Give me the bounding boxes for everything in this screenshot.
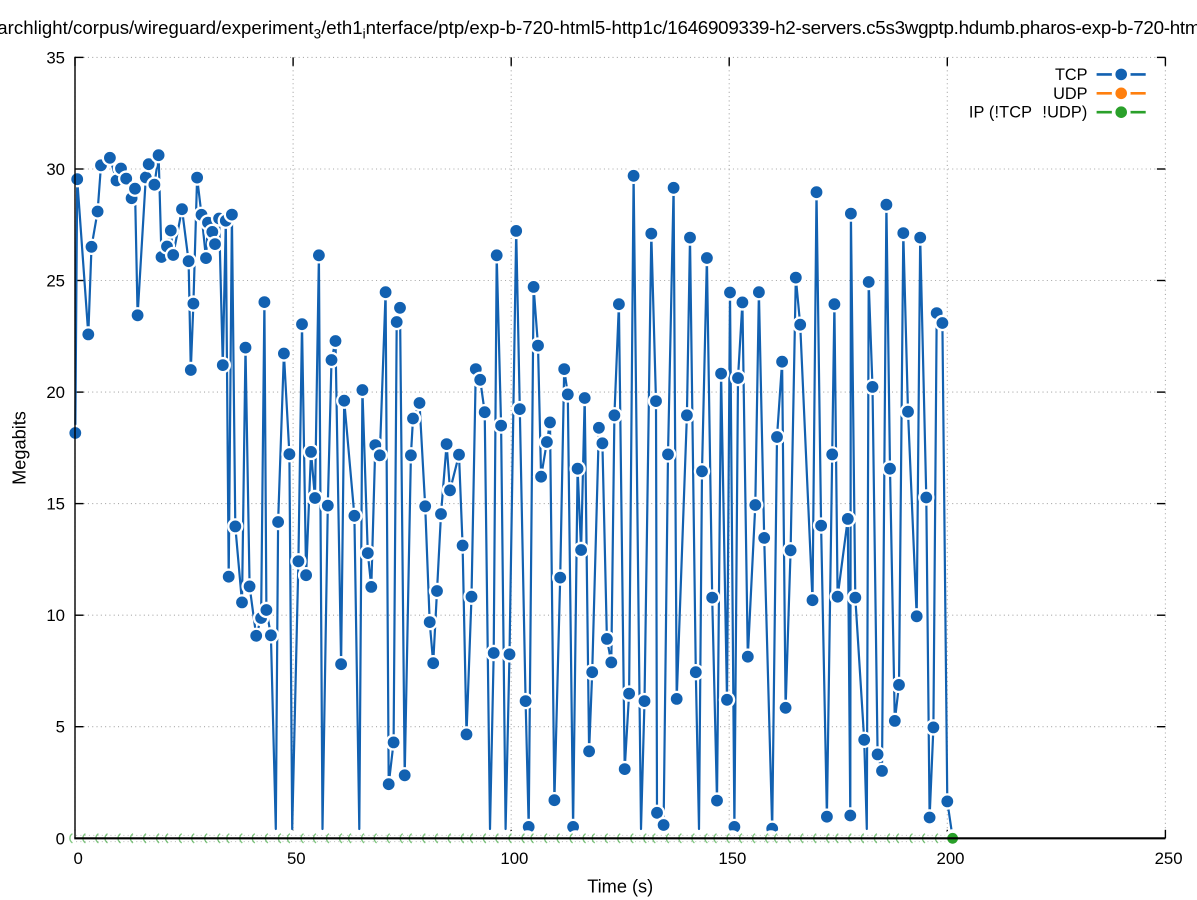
svg-text:0: 0 [56,829,65,848]
svg-text:100: 100 [500,849,528,868]
svg-text:200: 200 [937,849,965,868]
svg-text:20: 20 [46,383,65,402]
svg-text:5: 5 [56,718,65,737]
svg-text:searchlight/corpus/wireguard/e: searchlight/corpus/wireguard/experiment3… [0,17,662,42]
svg-text:Megabits: Megabits [9,411,29,485]
svg-text:150: 150 [718,849,746,868]
svg-text:0: 0 [74,849,83,868]
svg-text:IP (!TCP !UDP): IP (!TCP !UDP) [969,104,1088,122]
svg-text:UDP: UDP [1053,85,1087,103]
svg-text:TCP: TCP [1055,66,1088,84]
svg-text:250: 250 [1155,849,1183,868]
svg-text:30: 30 [46,160,65,179]
svg-text:/1646909339-h2-servers.c5s3wgp: /1646909339-h2-servers.c5s3wgptp.hdumb.p… [662,17,1197,38]
svg-text:Time (s): Time (s) [587,877,653,897]
svg-text:50: 50 [287,849,306,868]
svg-text:25: 25 [46,272,65,291]
svg-text:15: 15 [46,495,65,514]
svg-text:10: 10 [46,606,65,625]
svg-text:35: 35 [46,48,65,67]
